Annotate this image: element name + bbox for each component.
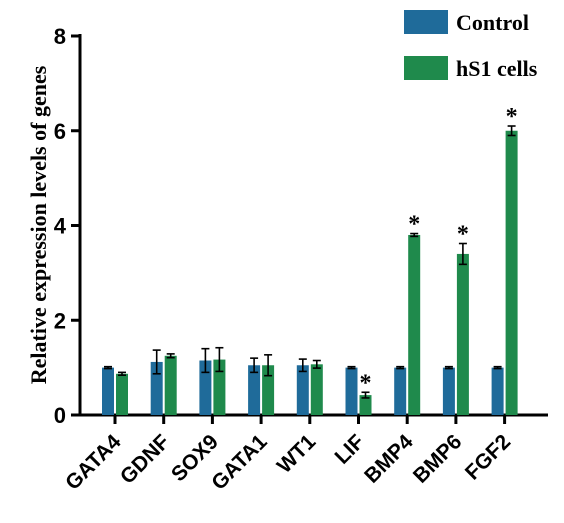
x-tick-label: BMP6 — [409, 430, 467, 488]
significance-asterisk: * — [506, 104, 518, 130]
bar-hs1-bmp4 — [408, 234, 421, 415]
x-tick-label: GDNF — [116, 430, 174, 488]
y-tick-label: 8 — [54, 24, 66, 49]
legend: Control hS1 cells — [404, 10, 538, 81]
bar-control-wt1 — [296, 365, 309, 415]
legend-swatch-control — [404, 10, 448, 34]
bar-control-bmp4 — [394, 367, 407, 415]
bars — [102, 130, 518, 415]
x-tick-label: WT1 — [273, 430, 321, 478]
x-tick-label: LIF — [330, 430, 369, 469]
x-tick-label: GATA1 — [207, 430, 272, 495]
bar-control-fgf2 — [491, 367, 504, 415]
bar-hs1-lif — [359, 395, 372, 415]
y-tick-label: 6 — [54, 119, 66, 144]
bar-hs1-bmp6 — [456, 253, 469, 415]
bar-control-sox9 — [199, 360, 212, 415]
bar-control-bmp6 — [442, 367, 455, 415]
bar-hs1-wt1 — [310, 364, 323, 415]
bar-control-gdnf — [150, 361, 163, 415]
error-bars — [104, 125, 516, 399]
x-tick-label: BMP4 — [360, 430, 418, 488]
bar-control-gata1 — [248, 365, 261, 415]
bar-control-gata4 — [102, 367, 114, 415]
y-axis-label: Relative expression levels of genes — [26, 65, 51, 384]
bar-hs1-gdnf — [164, 355, 177, 415]
legend-label: hS1 cells — [456, 56, 538, 81]
legend-label: Control — [456, 10, 529, 35]
bar-hs1-gata4 — [116, 373, 128, 415]
significance-asterisk: * — [408, 212, 420, 238]
significance-asterisk: * — [457, 222, 469, 248]
bar-control-lif — [345, 367, 358, 415]
x-tick-label: FGF2 — [461, 430, 515, 484]
y-tick-label: 0 — [54, 403, 66, 428]
bar-hs1-fgf2 — [505, 130, 518, 415]
significance-asterisk: * — [360, 370, 372, 396]
y-tick-label: 4 — [54, 214, 67, 239]
legend-swatch-hs1 — [404, 56, 448, 80]
significance-markers: * * * * — [360, 104, 518, 396]
x-tick-label: GATA4 — [61, 430, 126, 495]
bar-hs1-gata1 — [262, 365, 275, 415]
y-tick-label: 2 — [54, 308, 66, 333]
bar-hs1-sox9 — [213, 359, 226, 415]
